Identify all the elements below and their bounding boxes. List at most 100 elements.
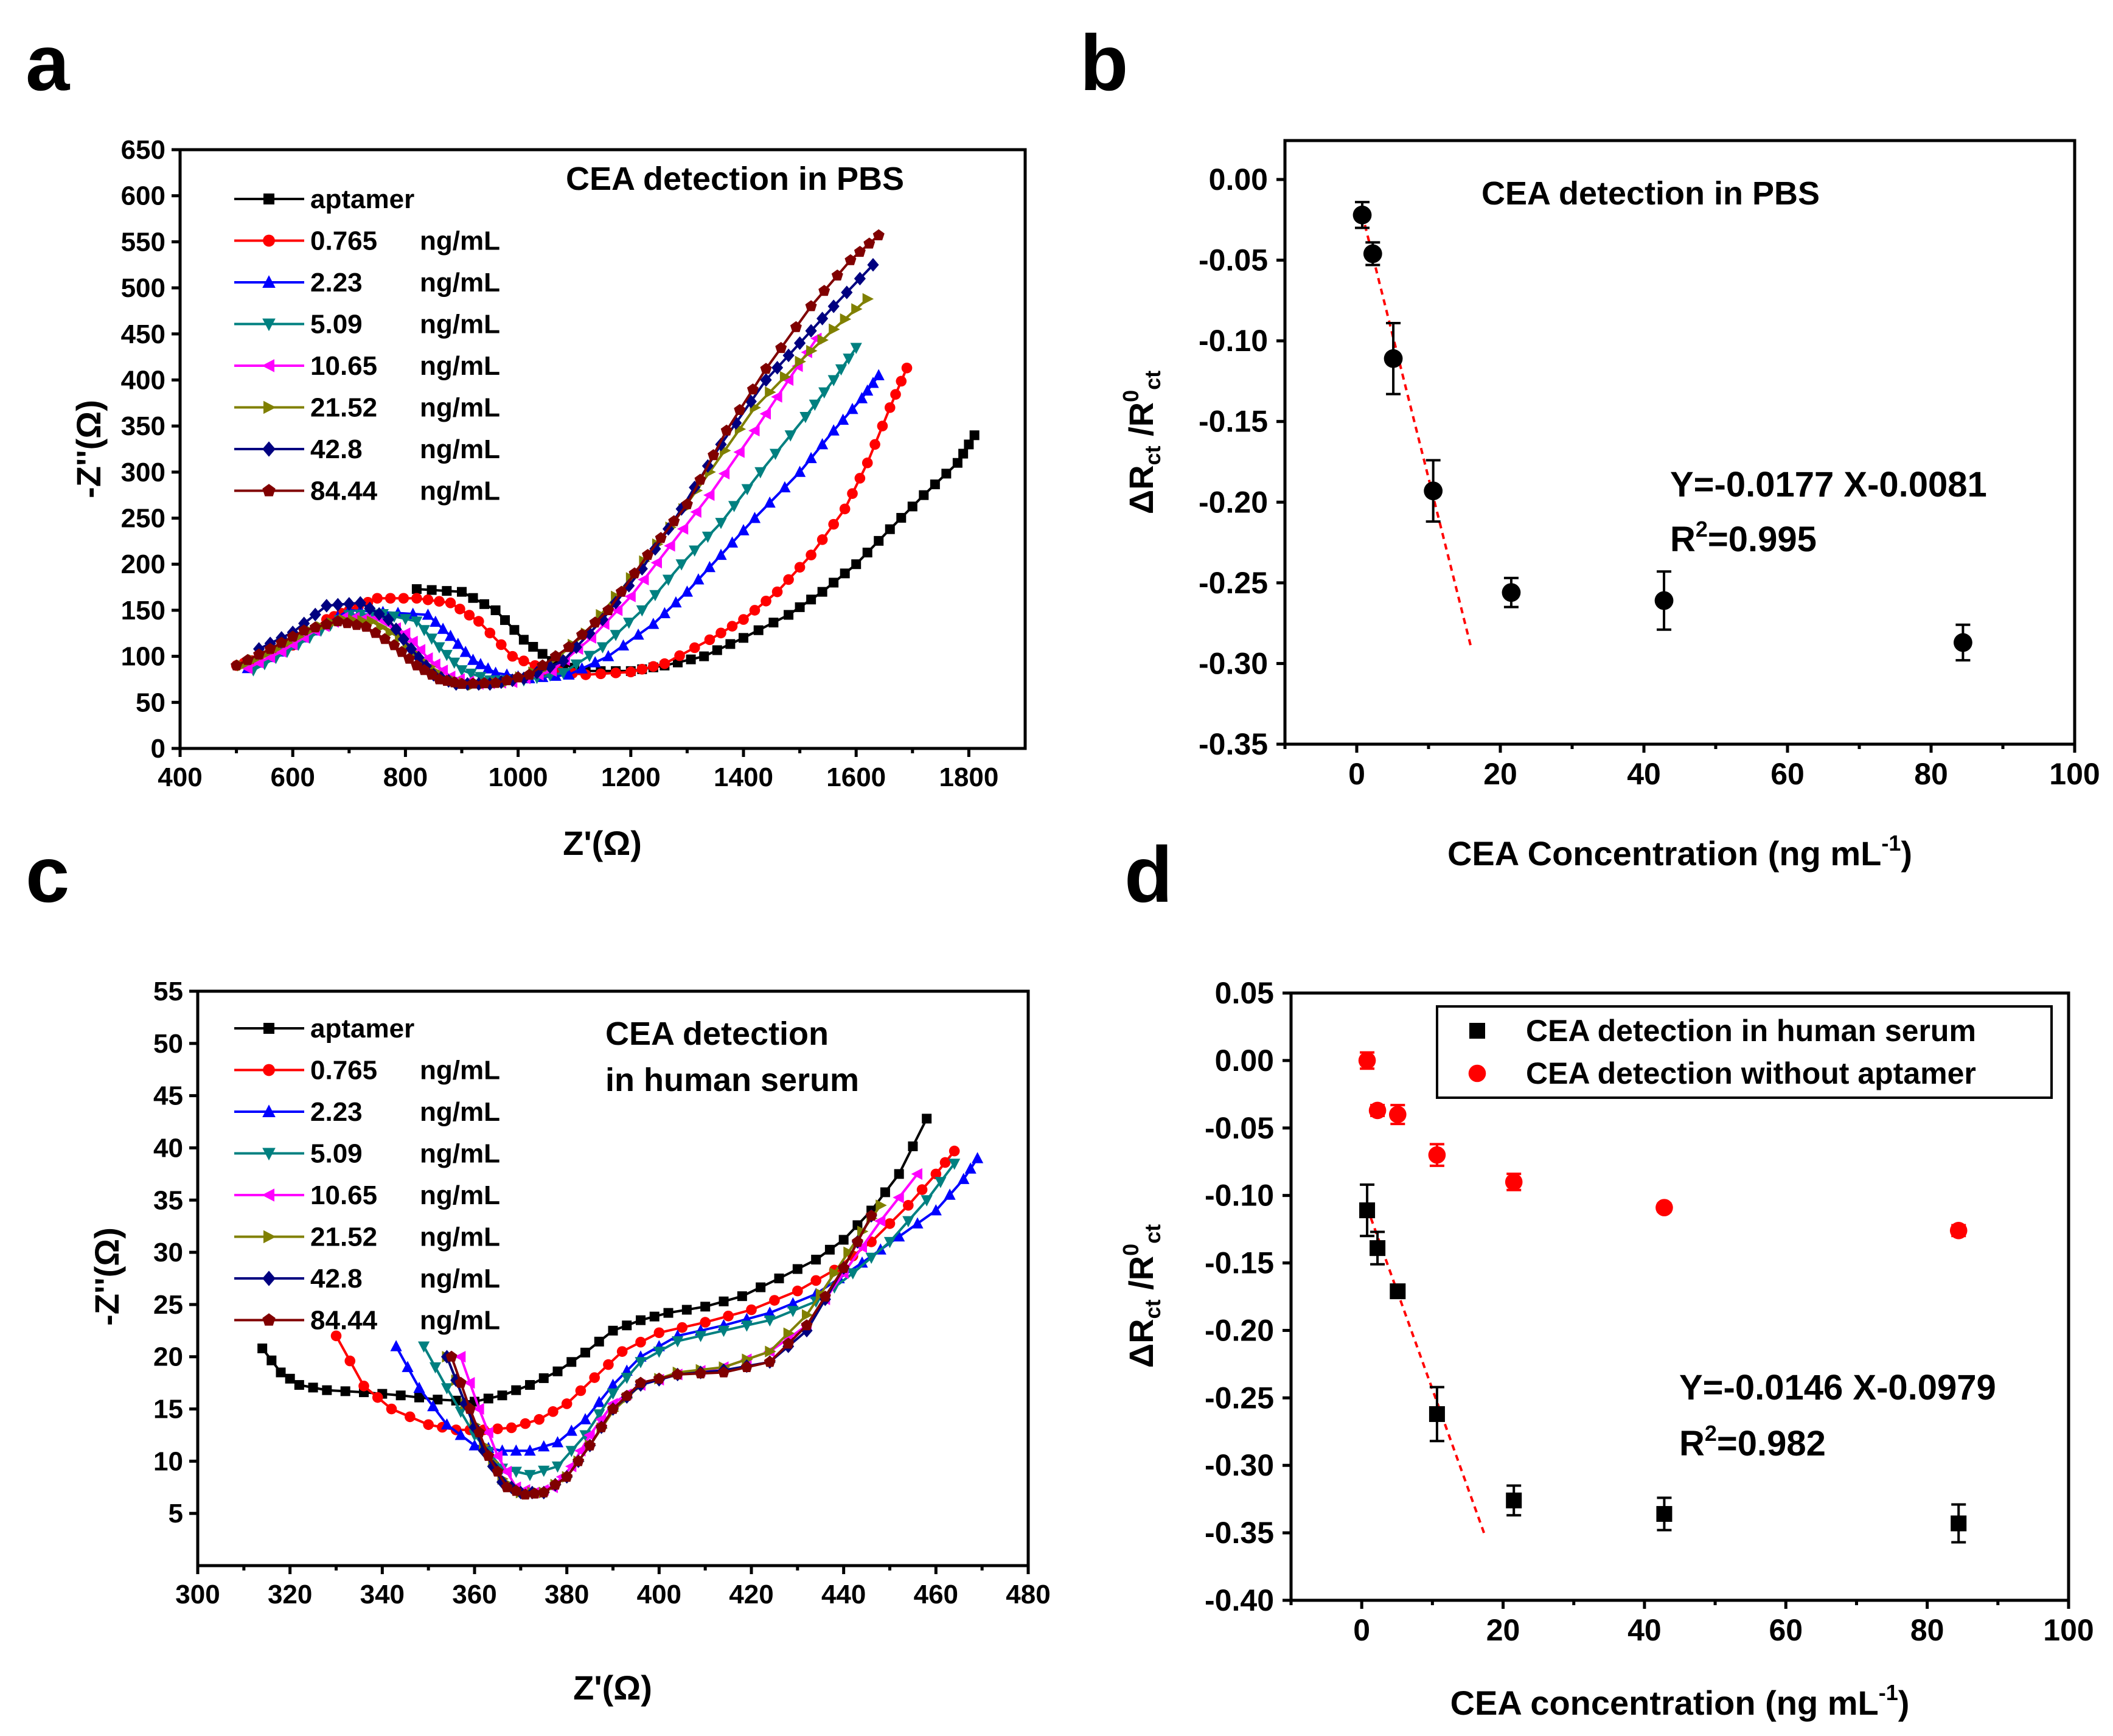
- chart-a-data-point: [854, 473, 866, 484]
- chart-a-data-point: [263, 651, 276, 663]
- chart-c-ylabel: -Z''(Ω): [88, 1227, 126, 1326]
- chart-c-data-point: [573, 1455, 585, 1466]
- chart-b-ytick-label: -0.20: [1199, 485, 1268, 519]
- chart-a-data-point: [855, 392, 868, 403]
- chart-d-xtick-label: 20: [1486, 1613, 1520, 1647]
- chart-a-legend-unit: ng/mL: [420, 393, 500, 423]
- chart-a-data-point: [862, 548, 872, 558]
- chart-a-legend-marker: [262, 318, 276, 332]
- chart-a-data-point: [364, 601, 376, 616]
- chart-a-data-point: [715, 437, 727, 451]
- chart-a-data-point: [648, 661, 659, 672]
- chart-c-data-point: [717, 1325, 730, 1337]
- chart-a-data-point: [636, 605, 648, 617]
- chart-a-data-point: [694, 473, 706, 485]
- chart-a-data-point: [841, 285, 853, 299]
- chart-b-ytick-label: -0.10: [1199, 324, 1268, 358]
- chart-d-data-point: [1428, 1146, 1446, 1164]
- chart-b-title: CEA detection in PBS: [1481, 175, 1820, 212]
- chart-c-data-point: [875, 1199, 887, 1211]
- chart-a-data-point: [624, 590, 636, 602]
- chart-a-data-point: [399, 627, 411, 640]
- chart-a-data-point: [576, 662, 588, 674]
- chart-a-data-point: [623, 618, 635, 629]
- chart-d-ytick-label: -0.10: [1205, 1179, 1274, 1213]
- chart-a-data-point: [411, 616, 423, 628]
- chart-a-data-point: [884, 402, 896, 413]
- chart-a-data-point: [851, 303, 863, 315]
- chart-b-axes: 0 20 40 60 80 100 0.00 -0.05 -0.10 -0.15 -0.20 -0.2…: [1199, 162, 2100, 791]
- chart-a-data-point: [668, 515, 680, 526]
- chart-a-ytick-label: 350: [121, 411, 165, 441]
- chart-a-legend-name: 21.52: [310, 393, 377, 423]
- chart-c-data-point: [468, 1439, 481, 1451]
- chart-a-data-point: [829, 323, 840, 335]
- chart-a-data-point: [827, 424, 840, 436]
- chart-a-data-point: [440, 650, 453, 661]
- chart-c-data-point: [672, 1368, 684, 1379]
- chart-a-data-point: [718, 467, 730, 479]
- chart-d-ytick-label: -0.30: [1205, 1448, 1274, 1482]
- chart-d-data-point: [1656, 1506, 1673, 1522]
- chart-c-ytick-label: 55: [153, 977, 183, 1006]
- chart-a-data-point: [839, 503, 851, 515]
- chart-a-data-point: [444, 629, 457, 641]
- chart-c-data-point: [276, 1367, 286, 1378]
- chart-c-data-point: [847, 1268, 859, 1280]
- chart-a-data-point: [385, 593, 396, 604]
- chart-a-data-point: [589, 616, 601, 628]
- chart-c-data-point: [501, 1481, 513, 1493]
- chart-a-data-point: [649, 590, 661, 602]
- chart-a-data-point: [805, 451, 817, 464]
- chart-c-data-point: [459, 1396, 472, 1411]
- panel-label-c: c: [26, 830, 69, 919]
- chart-a-data-point: [563, 668, 575, 680]
- chart-a-data-point: [253, 648, 265, 660]
- chart-a-data-point: [872, 369, 885, 380]
- chart-a-data-point: [383, 612, 395, 627]
- chart-a-data-point: [537, 649, 548, 659]
- chart-a-data-point: [473, 616, 484, 627]
- chart-a-legend-marker: [262, 441, 276, 457]
- chart-a-data-point: [275, 646, 287, 658]
- chart-a-data-point: [490, 666, 502, 678]
- chart-c-data-point: [603, 1359, 614, 1370]
- chart-c-data-point: [663, 1308, 674, 1318]
- chart-a-data-point: [851, 559, 862, 570]
- chart-a-data-point: [659, 658, 670, 669]
- chart-c-ytick-label: 40: [153, 1133, 183, 1163]
- chart-a-data-point: [850, 343, 862, 354]
- chart-d-data-point: [1358, 1051, 1376, 1070]
- chart-c-data-point: [649, 1311, 660, 1322]
- chart-d-data-point: [1949, 1222, 1968, 1239]
- chart-d-data-point: [1368, 1101, 1387, 1120]
- chart-a-data-point: [872, 229, 885, 240]
- chart-c-title-line1: CEA detection: [605, 1016, 829, 1052]
- chart-c-data-point: [510, 1485, 522, 1496]
- chart-a-legend-unit: ng/mL: [420, 476, 500, 506]
- chart-c-data-point: [580, 1347, 590, 1358]
- chart-c-data-point: [510, 1466, 522, 1478]
- chart-a-data-point: [779, 481, 791, 493]
- chart-c-legend-marker: [262, 1271, 276, 1286]
- chart-d-xlabel: CEA concentration (ng mL-1): [1450, 1680, 1910, 1722]
- chart-c-data-point: [740, 1361, 753, 1372]
- chart-a-data-point: [437, 622, 449, 634]
- chart-b-ytick-label: -0.05: [1199, 243, 1268, 277]
- chart-b-frame: [1283, 139, 2076, 746]
- chart-c-data-point: [700, 1317, 711, 1328]
- chart-c-legend-name: 42.8: [310, 1264, 363, 1294]
- chart-c-data-point: [653, 1372, 665, 1384]
- chart-a-data-point: [636, 562, 648, 576]
- chart-a-data-point: [628, 567, 641, 579]
- chart-b-ytick-label: -0.15: [1199, 405, 1268, 439]
- chart-d-ytick-label: -0.35: [1205, 1516, 1274, 1550]
- chart-a-data-point: [768, 618, 779, 628]
- chart-a-data-point: [418, 625, 430, 636]
- chart-c-data-point: [902, 1216, 914, 1227]
- chart-a-xtick-label: 1200: [601, 762, 661, 792]
- chart-a-data-point: [806, 594, 816, 605]
- chart-c-data-point: [958, 1173, 970, 1184]
- chart-a-legend-name: 0.765: [310, 226, 377, 256]
- chart-a-data-point: [869, 439, 880, 450]
